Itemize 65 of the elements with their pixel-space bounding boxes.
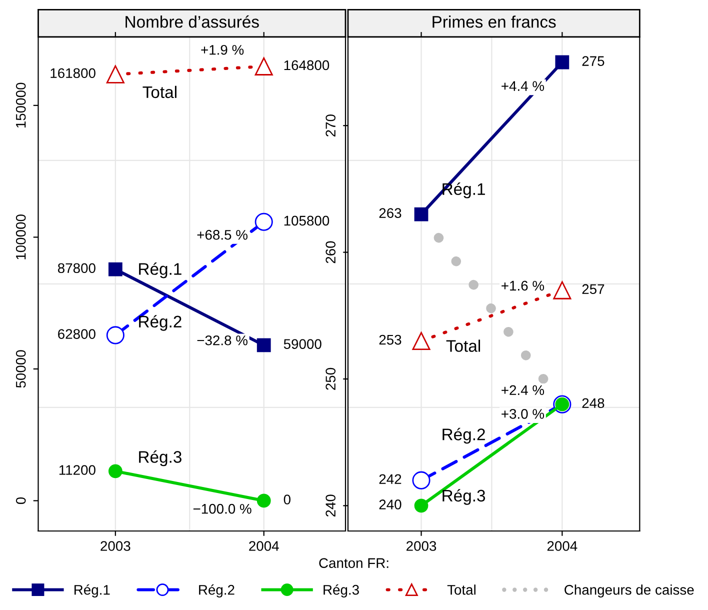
point xyxy=(412,471,430,490)
chart-title: Primes en francs xyxy=(432,16,556,28)
legend-label: Changeurs de caisse xyxy=(564,584,694,598)
data-label: 62800 xyxy=(58,329,96,339)
legend-label: Total xyxy=(447,584,476,595)
point xyxy=(412,332,430,350)
x-tick-label: 2003 xyxy=(406,541,436,551)
annotation: +2.4 % xyxy=(502,385,544,396)
data-label: 263 xyxy=(379,208,402,218)
y-tick-label: 240 xyxy=(326,494,336,517)
series-label: Rég.3 xyxy=(139,450,182,466)
series-label: Rég.1 xyxy=(139,262,182,278)
y-tick-label: 260 xyxy=(326,241,336,264)
point xyxy=(414,498,428,513)
point xyxy=(256,494,271,508)
data-label: 59000 xyxy=(284,339,322,349)
point xyxy=(106,65,124,84)
point xyxy=(106,326,124,344)
y-tick-label: 50000 xyxy=(16,350,26,388)
data-label: 0 xyxy=(284,494,290,504)
annotation: −100.0 % xyxy=(193,504,252,514)
point xyxy=(108,262,122,276)
text: Rég.2 xyxy=(442,428,485,444)
annotation: +3.0 % xyxy=(502,409,544,419)
x-tick-label: 2004 xyxy=(249,541,279,551)
y-tick-label: 250 xyxy=(326,368,336,390)
legend-label: Rég.2 xyxy=(199,584,234,598)
point xyxy=(108,464,122,478)
text: Rég.1 xyxy=(442,182,485,198)
annotation: +1.9 % xyxy=(201,44,244,55)
legend-label: Rég.3 xyxy=(324,584,359,598)
x-axis-title: Canton FR: xyxy=(319,558,388,568)
annotation: +4.4 % xyxy=(502,81,544,91)
y-tick-label: 0 xyxy=(16,497,26,504)
data-label: 87800 xyxy=(58,263,96,274)
data-label: 105800 xyxy=(284,216,330,226)
y-tick-label: 100000 xyxy=(16,214,26,260)
point xyxy=(414,207,428,222)
data-label: 257 xyxy=(582,284,604,294)
point xyxy=(553,281,572,300)
annotation: +1.6 % xyxy=(502,280,544,291)
data-label: 161800 xyxy=(50,68,96,78)
text: Total xyxy=(446,340,480,352)
series-label: Total xyxy=(142,86,176,98)
x-tick-label: 2004 xyxy=(547,541,578,551)
data-label: 253 xyxy=(379,334,402,345)
chart-title: Nombre d’assurés xyxy=(126,15,259,28)
y-tick-label: 270 xyxy=(326,114,336,136)
point xyxy=(555,55,570,70)
point xyxy=(256,338,271,352)
data-label: 11200 xyxy=(59,465,96,475)
x-tick-label: 2003 xyxy=(100,541,130,551)
data-label: 164800 xyxy=(284,60,330,70)
annotation: +68.5 % xyxy=(197,230,248,240)
annotation: −32.8 % xyxy=(197,335,248,346)
data-label: 240 xyxy=(379,500,402,510)
data-label: 275 xyxy=(582,56,604,66)
legend-label: Rég.1 xyxy=(74,584,110,598)
data-label: 248 xyxy=(582,398,604,408)
point xyxy=(254,57,273,76)
y-tick-label: 150000 xyxy=(16,82,26,128)
data-label: 242 xyxy=(379,474,402,484)
series-label: Rég.2 xyxy=(139,315,182,331)
text: Rég.3 xyxy=(442,489,486,505)
point xyxy=(254,212,273,231)
